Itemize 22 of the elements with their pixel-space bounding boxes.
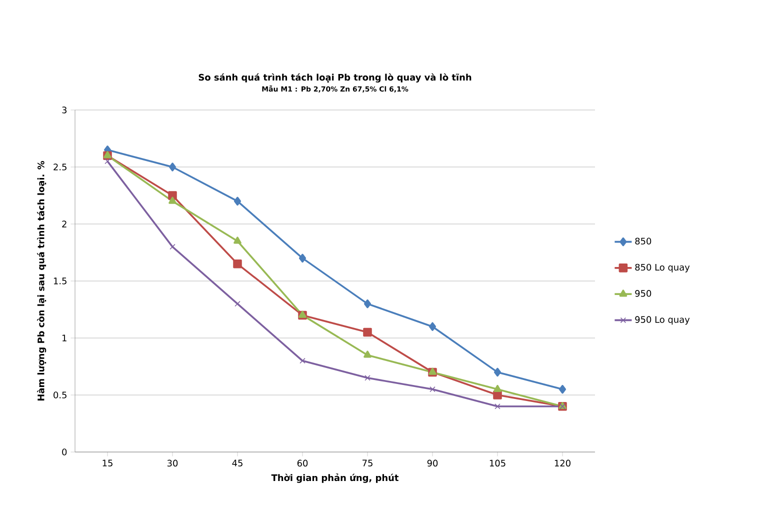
y-tick-label: 0 — [62, 448, 67, 456]
legend-label: 850 Lo quay — [635, 264, 690, 272]
x-tick-label: 45 — [232, 460, 242, 466]
y-tick-label: 3 — [62, 106, 67, 114]
y-tick-label: 2.5 — [54, 164, 66, 170]
y-axis-title: Hàm lượng Pb còn lại sau quá trình tách loại. % — [37, 160, 46, 400]
x-tick-label: 90 — [427, 460, 438, 467]
x-tick-label: 120 — [554, 460, 570, 467]
x-tick-label: 75 — [362, 460, 372, 466]
x-tick-label: 60 — [297, 460, 308, 467]
legend-label: 950 Lo quay — [635, 316, 690, 325]
legend-label: 950 — [635, 290, 652, 297]
x-tick-label: 15 — [102, 460, 112, 466]
y-tick-label: 0.5 — [54, 392, 66, 398]
x-axis-title: Thời gian phản ứng, phút — [271, 473, 399, 483]
y-tick-label: 2 — [62, 220, 66, 228]
x-tick-label: 105 — [490, 460, 506, 467]
y-tick-label: 1 — [62, 334, 66, 342]
y-tick-label: 1.5 — [54, 278, 66, 284]
legend-label: 850 — [635, 238, 652, 245]
chart-title: So sánh quá trình tách loại Pb trong lò quay và lò tĩnh — [198, 73, 472, 82]
x-tick-label: 30 — [167, 460, 178, 467]
